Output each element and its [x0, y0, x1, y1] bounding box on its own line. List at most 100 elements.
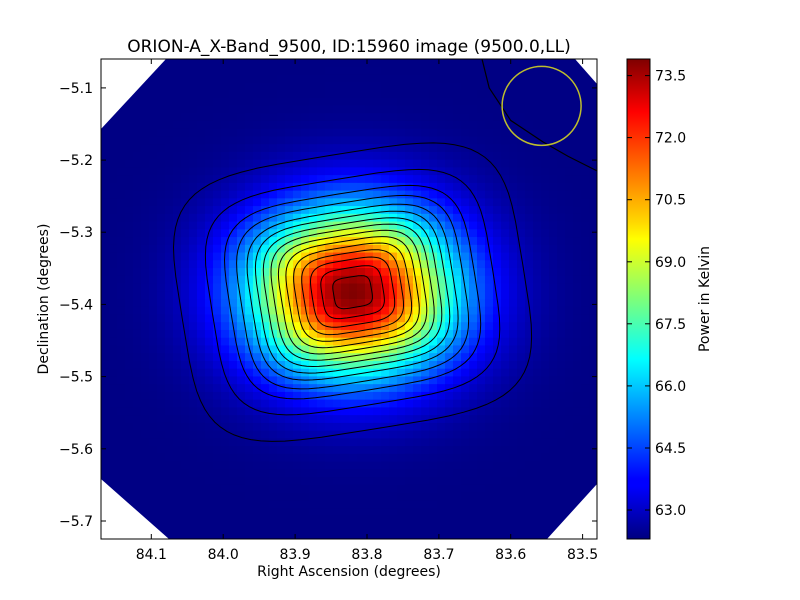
heatmap-cell: [125, 329, 134, 339]
heatmap-cell: [461, 291, 470, 300]
heatmap-cell: [293, 523, 302, 532]
heatmap-cell: [165, 345, 174, 354]
heatmap-cell: [389, 329, 398, 339]
heatmap-cell: [221, 345, 230, 354]
heatmap-cell: [245, 82, 254, 91]
heatmap-cell: [317, 167, 326, 176]
heatmap-cell: [357, 283, 366, 292]
heatmap-cell: [389, 136, 398, 145]
heatmap-cell: [509, 368, 518, 378]
heatmap-cell: [133, 492, 142, 501]
heatmap-cell: [405, 453, 414, 463]
heatmap-cell: [349, 213, 358, 223]
heatmap-cell: [165, 167, 174, 176]
heatmap-cell: [109, 446, 118, 455]
heatmap-cell: [261, 500, 270, 509]
heatmap-cell: [293, 430, 302, 439]
heatmap-cell: [317, 190, 326, 199]
heatmap-cell: [221, 128, 230, 138]
heatmap-cell: [341, 260, 350, 269]
heatmap-cell: [349, 353, 358, 362]
heatmap-cell: [197, 151, 206, 161]
heatmap-cell: [501, 314, 510, 323]
heatmap-cell: [333, 453, 342, 463]
heatmap-cell: [493, 453, 502, 463]
heatmap-cell: [277, 368, 286, 378]
heatmap-cell: [133, 159, 142, 168]
heatmap-cell: [293, 66, 302, 76]
heatmap-cell: [493, 515, 502, 525]
heatmap-cell: [101, 128, 110, 138]
heatmap-cell: [437, 461, 446, 470]
heatmap-cell: [429, 407, 438, 416]
heatmap-cell: [461, 523, 470, 532]
heatmap-cell: [485, 260, 494, 269]
heatmap-cell: [213, 221, 222, 230]
heatmap-cell: [373, 515, 382, 525]
heatmap-cell: [349, 384, 358, 393]
heatmap-cell: [293, 190, 302, 199]
heatmap-cell: [357, 515, 366, 525]
heatmap-cell: [301, 492, 310, 501]
heatmap-cell: [109, 322, 118, 331]
heatmap-cell: [109, 198, 118, 207]
heatmap-cell: [477, 275, 486, 285]
heatmap-cell: [293, 97, 302, 107]
heatmap-cell: [453, 314, 462, 323]
heatmap-cell: [437, 368, 446, 378]
heatmap-cell: [397, 314, 406, 323]
heatmap-cell: [525, 453, 534, 463]
heatmap-cell: [325, 128, 334, 138]
heatmap-cell: [357, 376, 366, 385]
heatmap-cell: [445, 376, 454, 385]
heatmap-cell: [565, 453, 574, 463]
heatmap-cell: [517, 360, 526, 370]
heatmap-cell: [405, 469, 414, 478]
heatmap-cell: [237, 198, 246, 207]
heatmap-cell: [525, 244, 534, 254]
heatmap-cell: [525, 144, 534, 153]
heatmap-cell: [461, 508, 470, 517]
heatmap-cell: [437, 523, 446, 532]
heatmap-cell: [157, 415, 166, 424]
heatmap-cell: [389, 89, 398, 99]
heatmap-cell: [501, 337, 510, 347]
heatmap-cell: [269, 252, 278, 261]
heatmap-cell: [285, 391, 294, 401]
heatmap-cell: [245, 275, 254, 285]
heatmap-cell: [437, 113, 446, 122]
heatmap-cell: [589, 128, 597, 138]
heatmap-cell: [437, 89, 446, 99]
heatmap-cell: [525, 105, 534, 114]
heatmap-cell: [309, 175, 318, 184]
heatmap-cell: [373, 314, 382, 323]
heatmap-cell: [293, 337, 302, 347]
heatmap-cell: [133, 229, 142, 238]
heatmap-cell: [581, 105, 590, 114]
heatmap-cell: [365, 237, 374, 246]
heatmap-cell: [357, 190, 366, 199]
heatmap-cell: [357, 508, 366, 517]
heatmap-cell: [541, 322, 550, 331]
heatmap-cell: [213, 260, 222, 269]
heatmap-cell: [501, 237, 510, 246]
heatmap-cell: [397, 391, 406, 401]
y-tick-label: −5.4: [59, 297, 93, 313]
heatmap-cell: [189, 159, 198, 168]
heatmap-cell: [213, 306, 222, 316]
heatmap-cell: [493, 384, 502, 393]
heatmap-cell: [133, 376, 142, 385]
heatmap-cell: [293, 353, 302, 362]
heatmap-cell: [389, 492, 398, 501]
heatmap-cell: [253, 206, 262, 215]
heatmap-cell: [501, 368, 510, 378]
heatmap-cell: [413, 136, 422, 145]
heatmap-cell: [445, 453, 454, 463]
heatmap-cell: [237, 128, 246, 138]
heatmap-cell: [333, 508, 342, 517]
heatmap-cell: [429, 283, 438, 292]
heatmap-cell: [213, 275, 222, 285]
contour-level: [204, 168, 501, 416]
heatmap-cell: [525, 360, 534, 370]
heatmap-cell: [125, 453, 134, 463]
